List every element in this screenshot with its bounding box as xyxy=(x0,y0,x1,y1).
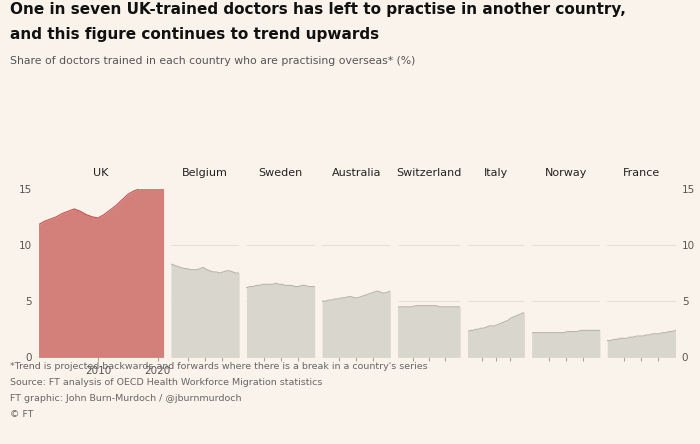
Text: Belgium: Belgium xyxy=(182,167,228,178)
Text: Share of doctors trained in each country who are practising overseas* (%): Share of doctors trained in each country… xyxy=(10,56,416,66)
Text: *Trend is projected backwards and forwards where there is a break in a country's: *Trend is projected backwards and forwar… xyxy=(10,362,428,371)
Text: and this figure continues to trend upwards: and this figure continues to trend upwar… xyxy=(10,27,379,42)
Text: Switzerland: Switzerland xyxy=(396,167,461,178)
Text: France: France xyxy=(623,167,660,178)
Text: Source: FT analysis of OECD Health Workforce Migration statistics: Source: FT analysis of OECD Health Workf… xyxy=(10,378,323,387)
Text: Norway: Norway xyxy=(545,167,587,178)
Text: Australia: Australia xyxy=(331,167,381,178)
Text: One in seven UK-trained doctors has left to practise in another country,: One in seven UK-trained doctors has left… xyxy=(10,2,626,17)
Text: FT graphic: John Burn-Murdoch / @jburnmurdoch: FT graphic: John Burn-Murdoch / @jburnmu… xyxy=(10,394,242,403)
Text: Sweden: Sweden xyxy=(258,167,302,178)
Text: UK: UK xyxy=(93,167,108,178)
Text: © FT: © FT xyxy=(10,410,34,419)
Text: Italy: Italy xyxy=(484,167,508,178)
